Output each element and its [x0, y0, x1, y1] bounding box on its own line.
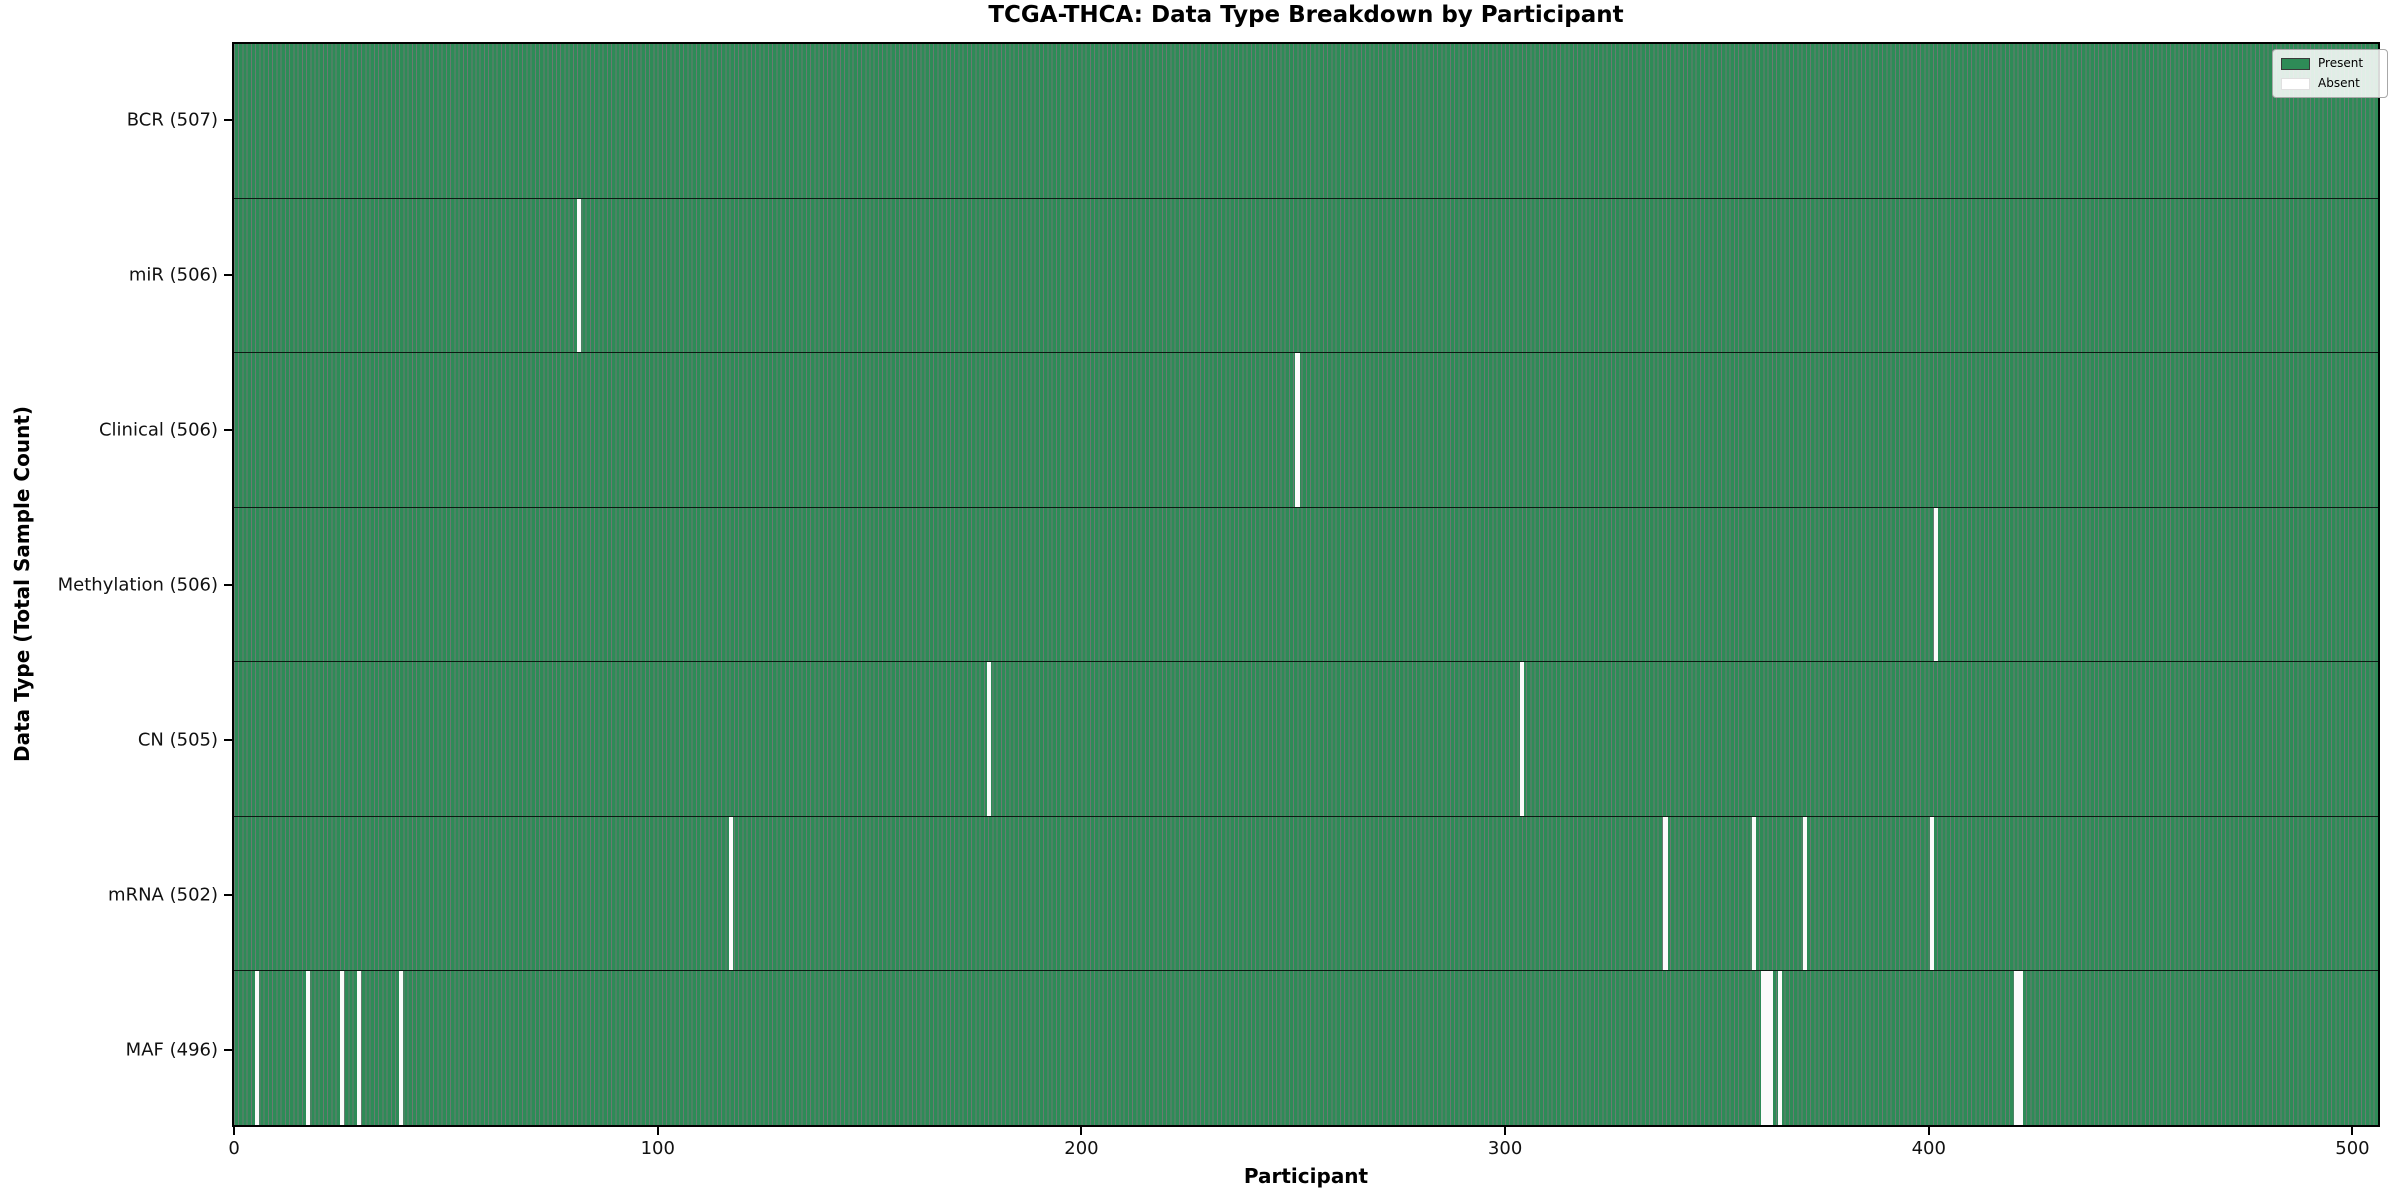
y-tick-mark — [224, 1048, 232, 1051]
x-axis-label: Participant — [1243, 1164, 1369, 1188]
absent-mark — [728, 816, 733, 971]
heatmap-row-mRNA — [234, 816, 2378, 972]
y-tick-label-MAF: MAF (496) — [125, 1039, 218, 1060]
x-tick-label-400: 400 — [1911, 1138, 1946, 1159]
y-tick-label-Methylation: Methylation (506) — [57, 574, 218, 595]
x-tick-mark — [1504, 1127, 1507, 1135]
heatmap-row-miR — [234, 198, 2378, 354]
absent-mark — [1764, 971, 1770, 1126]
absent-mark — [1933, 507, 1939, 662]
y-tick-mark — [224, 118, 232, 121]
plot-area — [232, 42, 2380, 1127]
x-tick-mark — [233, 1127, 236, 1135]
legend-item-present: Present — [2281, 55, 2379, 72]
heatmap-row-BCR — [234, 44, 2378, 199]
legend-item-absent: Absent — [2281, 75, 2379, 92]
y-tick-mark — [224, 273, 232, 276]
y-tick-label-mRNA: mRNA (502) — [108, 884, 218, 905]
y-tick-mark — [224, 738, 232, 741]
absent-mark — [305, 971, 311, 1126]
absent-swatch-icon — [2281, 77, 2310, 90]
absent-mark — [255, 971, 260, 1126]
absent-mark — [576, 198, 581, 353]
absent-mark — [1769, 971, 1774, 1126]
absent-mark — [356, 971, 361, 1126]
x-tick-mark — [1080, 1127, 1083, 1135]
heatmap-row-CN — [234, 662, 2378, 817]
absent-mark — [1295, 353, 1300, 507]
absent-mark — [1519, 662, 1524, 816]
absent-mark — [1752, 816, 1757, 971]
present-swatch-icon — [2281, 57, 2310, 70]
absent-mark — [1663, 816, 1668, 971]
x-tick-mark — [2351, 1127, 2354, 1135]
y-tick-mark — [224, 428, 232, 431]
legend-label-present: Present — [2318, 56, 2364, 70]
absent-mark — [1802, 816, 1808, 971]
absent-mark — [398, 971, 404, 1126]
y-tick-mark — [224, 583, 232, 586]
x-tick-label-500: 500 — [2335, 1138, 2370, 1159]
legend-label-absent: Absent — [2318, 76, 2360, 90]
x-tick-label-100: 100 — [640, 1138, 675, 1159]
absent-mark — [339, 971, 344, 1126]
x-tick-label-300: 300 — [1487, 1138, 1523, 1159]
x-tick-label-200: 200 — [1064, 1138, 1099, 1159]
x-tick-label-0: 0 — [228, 1138, 240, 1159]
x-tick-mark — [1927, 1127, 1930, 1135]
heatmap-row-MAF — [234, 971, 2378, 1126]
heatmap-row-Clinical — [234, 353, 2378, 508]
absent-mark — [1777, 971, 1782, 1126]
y-tick-mark — [224, 893, 232, 896]
y-tick-label-Clinical: Clinical (506) — [98, 419, 218, 440]
heatmap-row-Methylation — [234, 507, 2378, 663]
absent-mark — [986, 662, 991, 816]
absent-mark — [1760, 971, 1765, 1126]
y-tick-label-BCR: BCR (507) — [126, 109, 218, 130]
absent-mark — [2014, 971, 2019, 1126]
y-tick-label-CN: CN (505) — [137, 729, 218, 750]
absent-mark — [2018, 971, 2023, 1126]
legend: Present Absent — [2272, 49, 2388, 98]
y-tick-label-miR: miR (506) — [128, 264, 218, 285]
absent-mark — [1929, 816, 1934, 971]
x-tick-mark — [656, 1127, 659, 1135]
chart-title: TCGA-THCA: Data Type Breakdown by Partic… — [988, 2, 1624, 28]
